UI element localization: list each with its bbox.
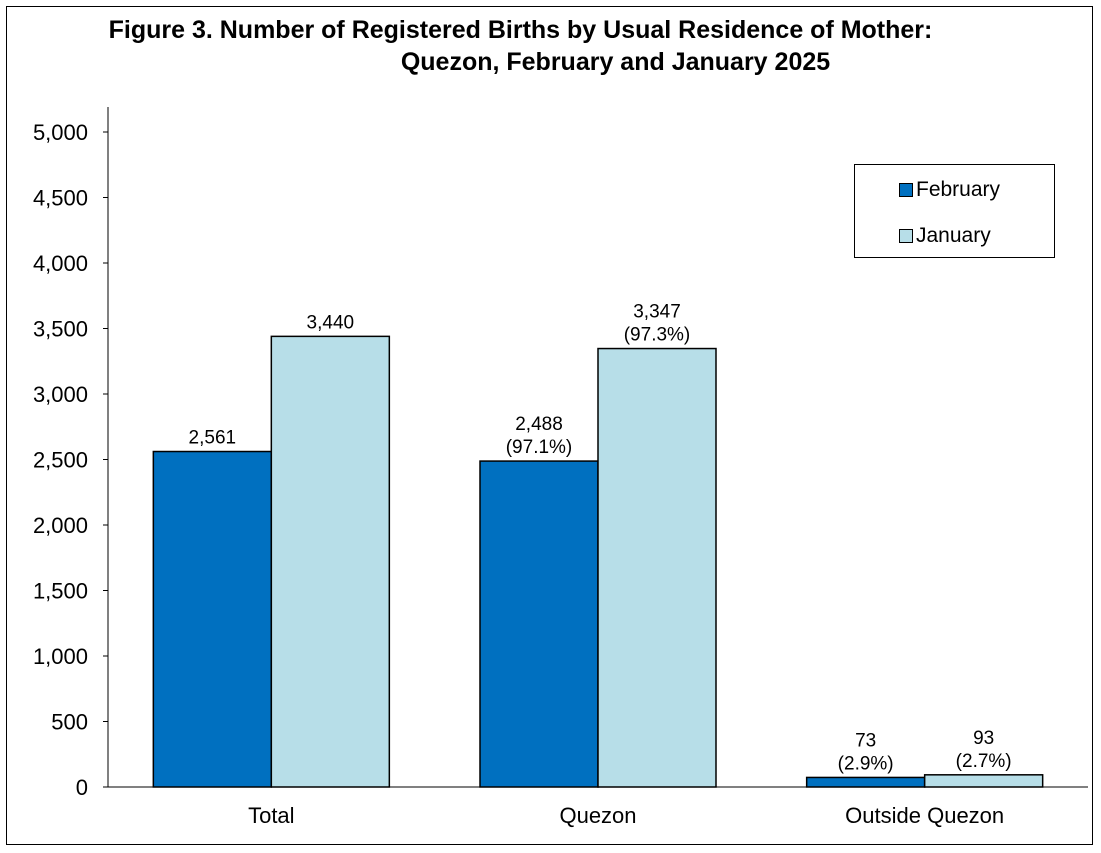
data-label: 93 [973,728,994,749]
data-labels: 2,561 3,440 2,488(97.1%) 3,347(97.3%) 73(2.9… [189,302,1012,775]
y-tick-label: 5,000 [33,120,88,145]
y-tick-label: 4,000 [33,251,88,276]
legend-label-january: January [916,224,991,247]
x-axis: Total Quezon Outside Quezon [108,786,1088,828]
data-label: 3,440 [307,312,355,333]
data-label: 2,488 [515,414,563,435]
legend: February January [854,164,1055,258]
data-label: 2,561 [189,428,237,449]
y-tick-label: 500 [51,710,88,735]
y-tick-label: 2,500 [33,448,88,473]
legend-item-january: January [899,224,991,248]
y-tick-label: 3,000 [33,382,88,407]
bars [152,335,1044,788]
legend-item-february: February [899,178,1000,202]
y-tick-label: 0 [76,775,88,800]
data-label: (2.9%) [838,753,894,774]
bar-january [923,774,1044,788]
chart-title: Figure 3. Number of Registered Births by… [0,14,1101,78]
chart-title-line1: Figure 3. Number of Registered Births by… [108,16,933,44]
bar-february [805,776,926,788]
y-tick-label: 1,500 [33,579,88,604]
data-label: (2.7%) [956,751,1012,772]
x-tick-label: Quezon [559,803,636,828]
legend-label-february: February [916,178,1001,201]
data-label: 73 [855,730,876,751]
data-label: 3,347 [633,302,681,323]
chart-title-line2: Quezon, February and January 2025 [400,48,831,76]
x-tick-label: Outside Quezon [845,803,1004,828]
y-tick-label: 2,000 [33,513,88,538]
y-tick-label: 4,500 [33,186,88,211]
legend-swatch-february [899,183,913,197]
y-tick-label: 3,500 [33,317,88,342]
x-tick-label: Total [248,803,294,828]
bar-february [479,460,599,788]
y-axis: 0 500 1,000 1,500 2,000 2,500 3,000 3,500 4,000 4… [33,107,109,800]
legend-swatch-january [899,229,913,243]
data-label: (97.1%) [506,437,573,458]
bar-february [152,450,273,788]
bar-january [597,347,717,788]
y-tick-label: 1,000 [33,644,88,669]
data-label: (97.3%) [624,325,691,346]
bar-january [270,335,391,788]
